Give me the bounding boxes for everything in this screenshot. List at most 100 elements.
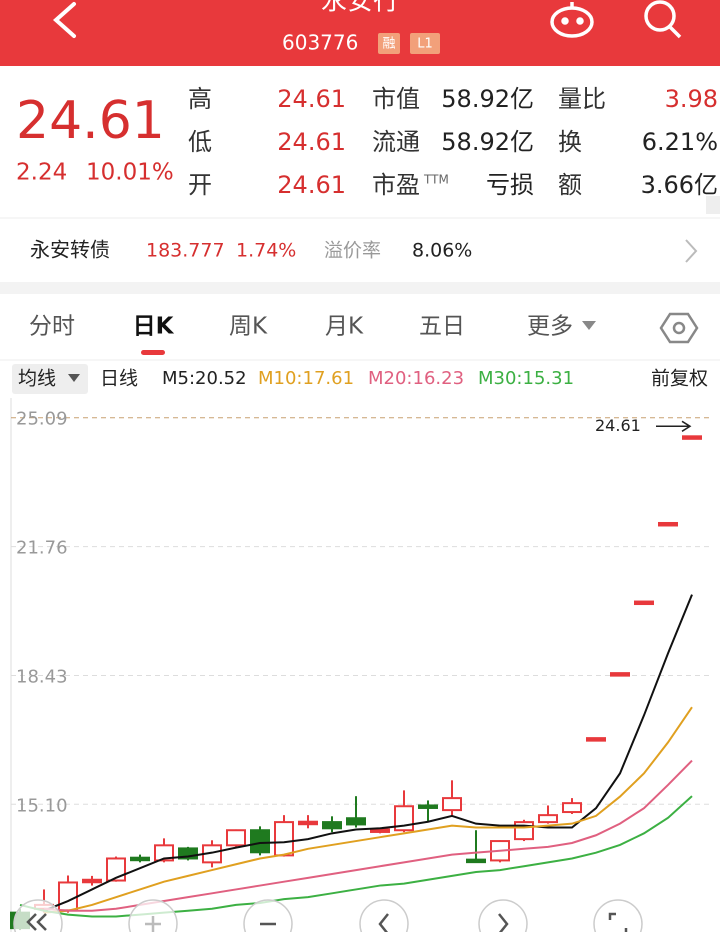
tab[interactable]: 日K (133, 314, 175, 340)
change-pct: 10.01% (86, 160, 174, 186)
stat-value: 58.92亿 (441, 85, 534, 113)
tab[interactable]: 分时 (29, 314, 75, 340)
candle-body (346, 817, 366, 826)
section-gap (0, 282, 720, 294)
tab[interactable]: 更多 (527, 314, 573, 340)
stat-label: 量比 (558, 85, 606, 113)
tag: 融 (382, 37, 395, 52)
candle-body (442, 797, 462, 812)
bond-price: 183.777 (146, 240, 225, 262)
scroll-tab (706, 196, 720, 214)
stat-label: 换 (558, 128, 582, 156)
y-tick-label: 15.10 (16, 795, 68, 816)
caret (68, 374, 80, 382)
ma-line (43, 706, 693, 914)
candle-body (586, 737, 606, 742)
candle-body (418, 804, 438, 809)
ma-button[interactable] (12, 364, 88, 394)
y-tick-label: 21.76 (16, 538, 68, 559)
last-price-label: 24.61 (595, 416, 641, 435)
search-icon[interactable] (644, 0, 682, 39)
tab[interactable]: 周K (229, 314, 268, 340)
candle-body (562, 802, 582, 814)
candle-body (322, 821, 342, 830)
stock-name: 永安行 (321, 0, 399, 17)
stat-label: 低 (188, 128, 212, 156)
candle-body (634, 600, 654, 606)
premium-label: 溢价率 (324, 240, 381, 262)
tab[interactable]: 月K (325, 314, 364, 340)
candle-body (154, 844, 174, 862)
stat-value: 6.21% (642, 128, 718, 156)
adjust-label[interactable]: 前复权 (651, 368, 708, 390)
candle-body (82, 878, 102, 884)
stat-value: 3.98 (665, 85, 718, 113)
stat-value: 亏损 (486, 171, 534, 199)
legend-entry: M5:20.52 (162, 368, 247, 389)
rewind-button[interactable] (13, 899, 63, 932)
ma-label: 均线 (18, 368, 56, 390)
stat-value: 58.92亿 (441, 128, 534, 156)
stat-label: 市盈 (372, 171, 420, 199)
stock-code: 603776 (282, 31, 358, 55)
y-tick-label: 18.43 (16, 666, 68, 687)
legend: M5:20.52 M10:17.61 M20:16.23 M30:15.31 (162, 368, 574, 389)
candle-body (58, 881, 78, 912)
stat-label: 市值 (372, 85, 420, 113)
tabs: 分时 日K 周K 月K 五日 更多 (29, 314, 596, 355)
chart: 25.09 21.76 18.43 15.10 24.61 (10, 398, 710, 932)
candle-body (682, 435, 702, 440)
candle-body (250, 829, 270, 854)
stat-value: 24.61 (277, 128, 346, 156)
candle-body (610, 672, 630, 677)
price: 24.61 (16, 91, 165, 151)
stat-sup: TTM (423, 173, 449, 187)
period-label[interactable]: 日线 (100, 368, 138, 390)
ma-line (43, 594, 693, 912)
control-icons (26, 912, 628, 932)
stat-value: 3.66亿 (641, 171, 718, 199)
chevron[interactable] (685, 239, 698, 263)
robot-icon[interactable] (550, 2, 594, 38)
tag-box (378, 33, 400, 54)
fullscreen-button[interactable] (593, 899, 643, 932)
change: 2.24 (16, 160, 67, 186)
tab[interactable]: 五日 (419, 314, 465, 340)
caret (582, 321, 596, 330)
legend-entry: M10:17.61 (258, 368, 354, 389)
header-bar (0, 0, 720, 66)
candle-body (226, 829, 246, 847)
candle-body (658, 521, 678, 527)
settings-icon[interactable] (659, 312, 699, 344)
bond-name[interactable]: 永安转债 (30, 238, 110, 262)
stat-value: 24.61 (277, 171, 346, 199)
stat-label: 开 (188, 171, 212, 199)
legend-entry: M20:16.23 (368, 368, 464, 389)
next-button[interactable] (478, 899, 528, 932)
candle-body (130, 856, 150, 862)
candle-body (178, 847, 198, 860)
candle-body (274, 821, 294, 857)
stat-label: 流通 (372, 128, 420, 156)
stat-value: 24.61 (277, 85, 346, 113)
bond-change: 1.74% (236, 240, 296, 262)
prev-button[interactable] (359, 899, 409, 932)
tag: L1 (417, 37, 433, 52)
legend-entry: M30:15.31 (478, 368, 574, 389)
back-button[interactable] (52, 2, 76, 38)
y-tick-label: 25.09 (16, 409, 68, 430)
candle-body (466, 858, 486, 864)
stat-label: 高 (188, 85, 212, 113)
last-price-arrow (656, 420, 692, 432)
candle-body (370, 828, 390, 833)
stat-label: 额 (558, 171, 582, 199)
candle-body (298, 820, 318, 826)
tag-box (410, 33, 440, 54)
candle-body (538, 814, 558, 824)
tab-indicator (141, 350, 165, 355)
zoom-out-button[interactable] (243, 899, 293, 932)
premium: 8.06% (412, 240, 472, 262)
